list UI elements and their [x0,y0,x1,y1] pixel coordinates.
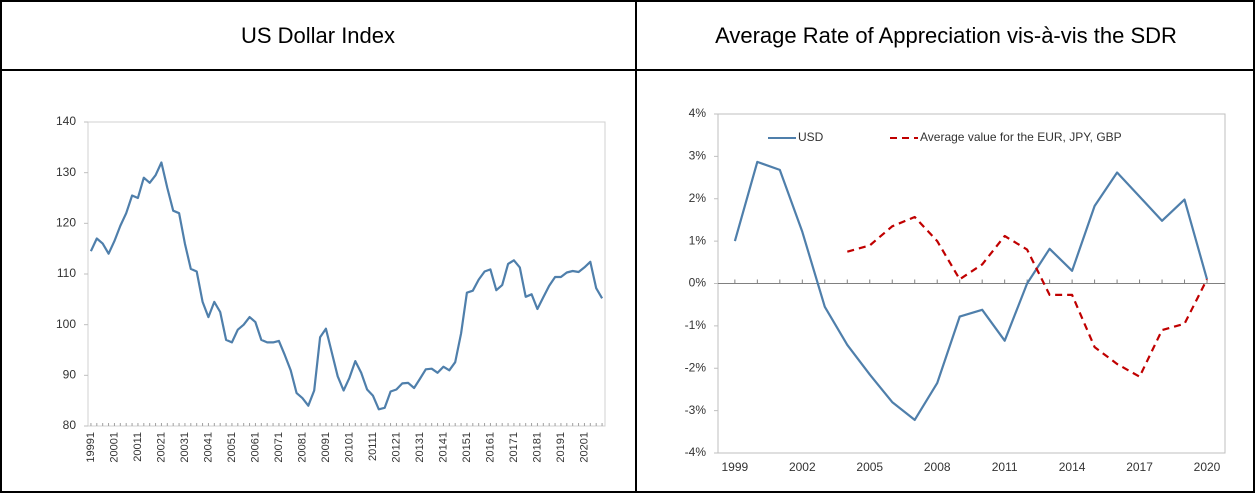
x-tick-label: 20081 [296,432,308,463]
y-tick-label: -3% [685,403,707,417]
y-tick-label: 4% [689,106,707,120]
x-tick-label: 2017 [1126,460,1153,474]
x-tick-label: 20151 [461,432,473,463]
x-tick-label: 20171 [508,432,520,463]
x-tick-label: 20101 [343,432,355,463]
x-tick-label: 2014 [1059,460,1086,474]
x-tick-label: 2020 [1194,460,1221,474]
x-tick-label: 20201 [578,432,590,463]
y-tick-label: 140 [56,114,76,128]
y-tick-label: -2% [685,360,707,374]
y-tick-label: 0% [689,276,707,290]
plot-frame [87,121,606,427]
y-tick-label: 2% [689,191,707,205]
y-tick-label: 110 [57,266,76,280]
legend-label: USD [798,130,824,144]
y-tick-label: 3% [689,149,707,163]
x-tick-label: 20001 [108,432,120,463]
x-tick-label: 19991 [85,432,97,463]
x-tick-label: 20061 [249,432,261,463]
x-tick-label: 20111 [367,432,379,461]
x-tick-label: 20021 [155,432,167,463]
y-tick-label: 100 [56,317,76,331]
legend-label: Average value for the EUR, JPY, GBP [920,130,1122,144]
y-tick-label: 120 [56,216,76,230]
y-tick-label: 80 [63,418,77,432]
y-tick-label: 90 [63,368,77,382]
series-line [733,160,1209,421]
series-line [847,215,1208,378]
x-tick-label: 2008 [924,460,951,474]
x-tick-label: 20041 [202,432,214,463]
x-tick-label: 20181 [531,432,543,463]
x-tick-label: 20071 [273,432,285,463]
x-tick-label: 20011 [132,432,144,462]
y-tick-label: 1% [689,233,707,247]
chart-title: US Dollar Index [241,23,395,48]
x-tick-label: 2002 [789,460,816,474]
x-tick-label: 20031 [179,432,191,463]
series-line [89,161,604,411]
y-tick-label: 130 [56,165,76,179]
x-tick-label: 20161 [484,432,496,463]
x-tick-label: 20091 [320,432,332,463]
chart-title: Average Rate of Appreciation vis-à-vis t… [715,23,1177,48]
x-tick-label: 20051 [226,432,238,463]
x-tick-label: 1999 [722,460,749,474]
y-tick-label: -1% [685,318,707,332]
x-tick-label: 2011 [992,460,1018,474]
x-tick-label: 20121 [390,432,402,463]
x-tick-label: 20141 [437,432,449,463]
x-tick-label: 20131 [414,432,426,463]
x-tick-label: 2005 [856,460,883,474]
x-tick-label: 20191 [555,432,567,463]
y-tick-label: -4% [685,445,707,459]
